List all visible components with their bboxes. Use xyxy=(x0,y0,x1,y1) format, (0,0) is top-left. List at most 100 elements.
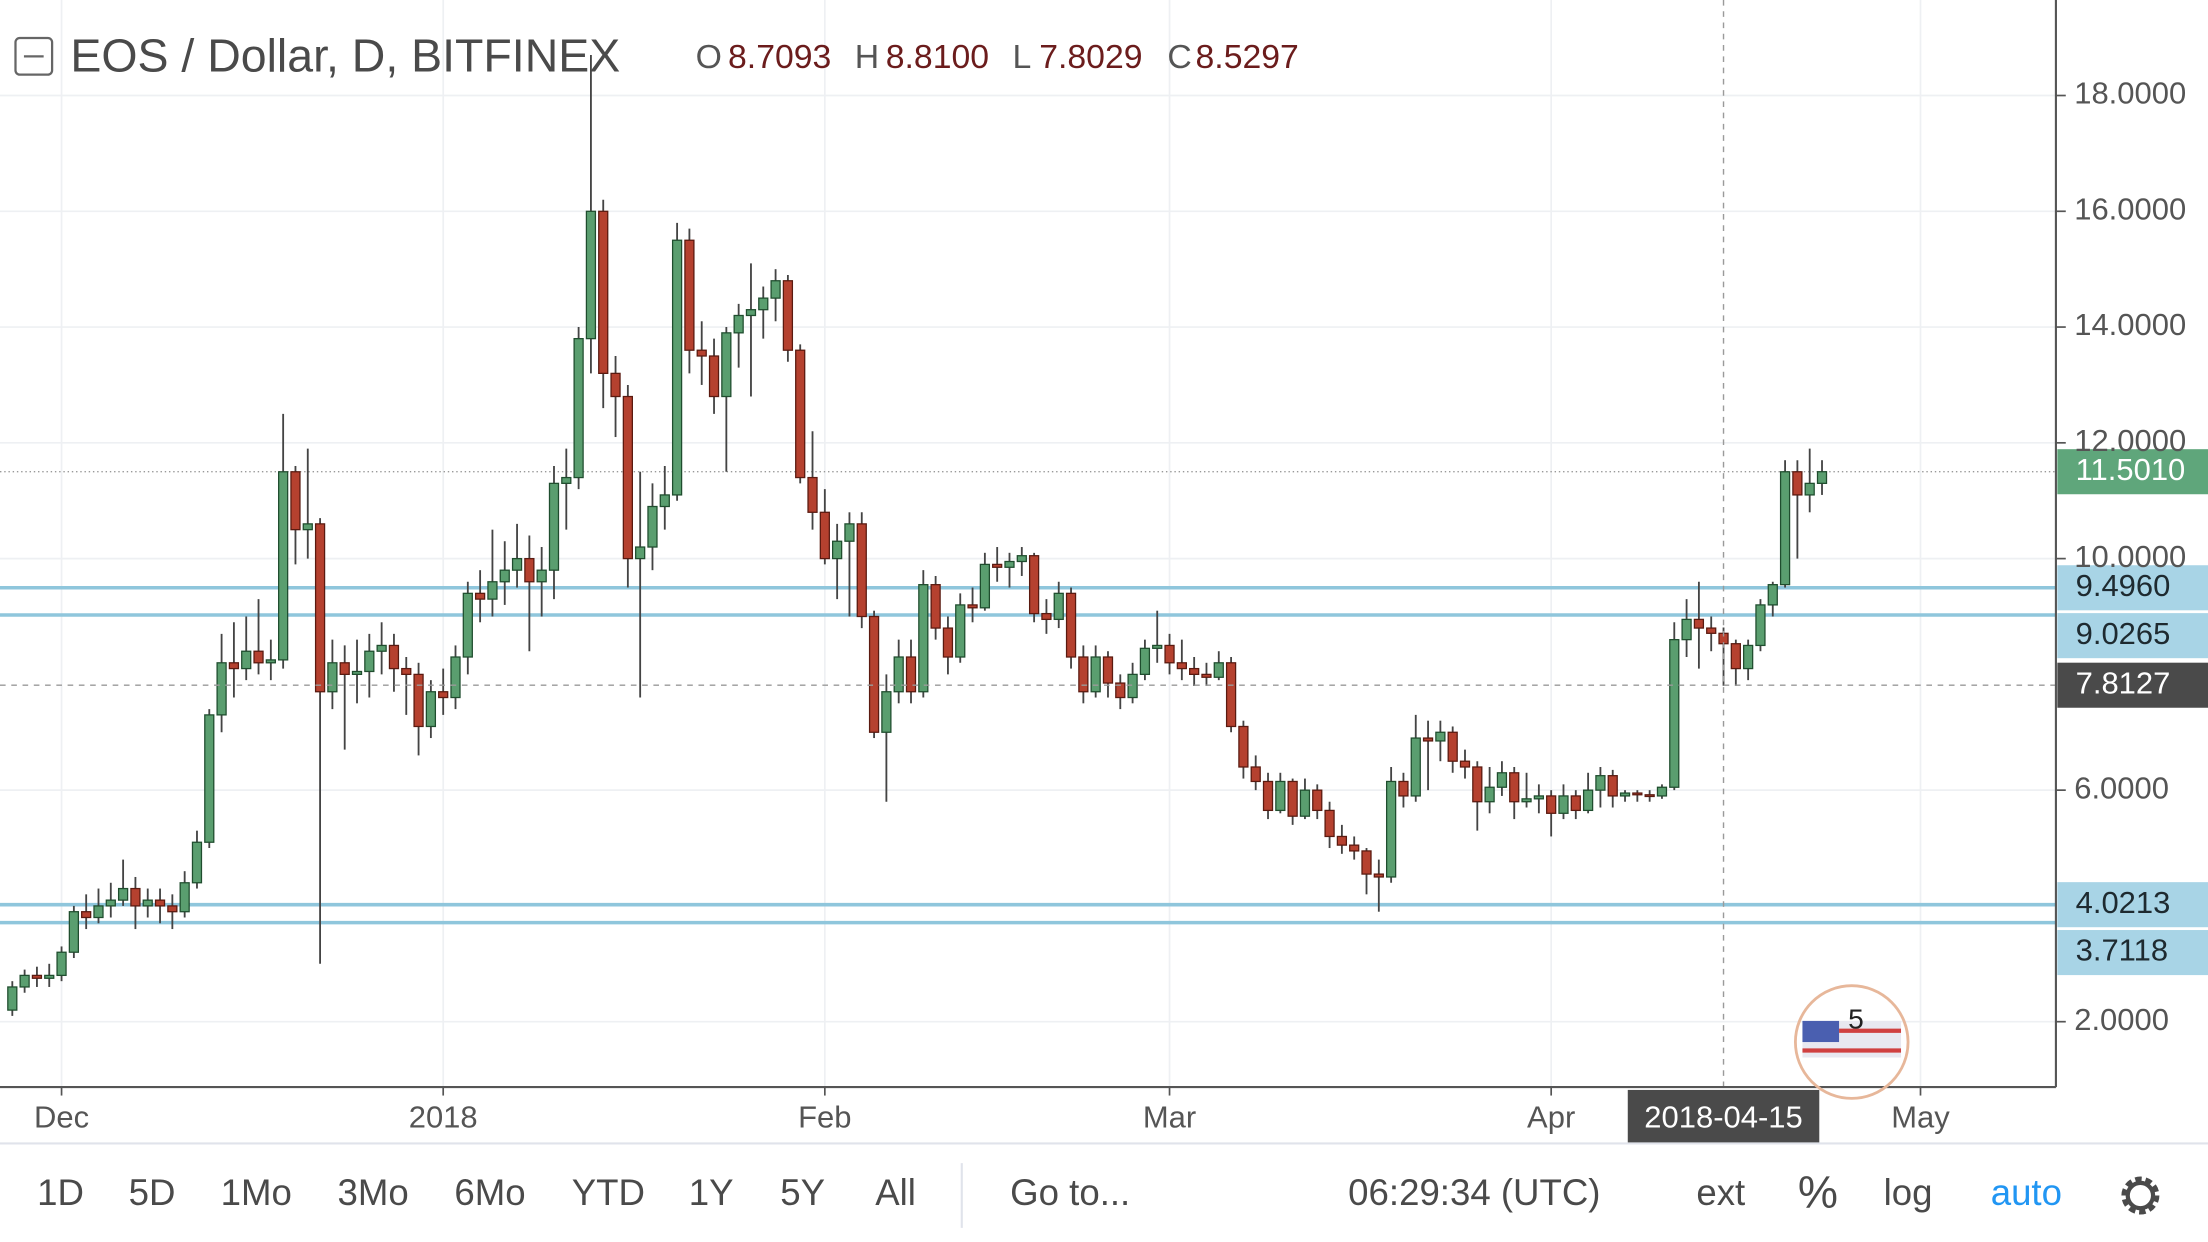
candle-body xyxy=(228,662,240,670)
levels xyxy=(0,471,2056,925)
candle-body xyxy=(696,349,707,357)
scale-option[interactable]: log xyxy=(1884,1172,1933,1213)
candle-body xyxy=(1262,780,1274,812)
candle-body xyxy=(795,349,806,479)
candle-body xyxy=(1102,656,1114,684)
level-label-box xyxy=(2057,930,2208,976)
candle-body xyxy=(782,280,794,351)
candle-body xyxy=(1324,809,1335,838)
candle-body xyxy=(536,569,547,583)
candle-body xyxy=(462,592,473,658)
candle-body xyxy=(1779,471,1791,586)
scale-option[interactable]: auto xyxy=(1991,1172,2062,1213)
candle-body xyxy=(1619,792,1631,797)
candle-body xyxy=(598,210,609,374)
candle-body xyxy=(1152,644,1163,649)
crosshair-date-label: 2018-04-15 xyxy=(1644,1100,1802,1135)
candle-body xyxy=(1533,795,1545,800)
candle-body xyxy=(1349,844,1360,852)
candle-body xyxy=(327,662,338,693)
settings-button[interactable] xyxy=(2121,1176,2160,1215)
gear-teeth xyxy=(2121,1176,2160,1215)
scale-option[interactable]: % xyxy=(1798,1166,1838,1217)
candle-body xyxy=(1816,471,1828,484)
level-label-box xyxy=(2057,565,2208,611)
candle-body xyxy=(807,476,818,513)
candle-body xyxy=(733,314,744,334)
candle-body xyxy=(167,905,178,913)
candle-body xyxy=(44,974,55,979)
candle-body xyxy=(241,650,252,670)
level-label: 4.0213 xyxy=(2076,885,2171,920)
overlay: 11.5010 9.4960 9.0265 7.8127 4.0213 3.7118 201… xyxy=(0,0,2208,1144)
range-button[interactable]: 5D xyxy=(129,1172,176,1213)
candle-body xyxy=(1435,731,1446,742)
candle-body xyxy=(647,505,658,548)
range-button[interactable]: 3Mo xyxy=(338,1172,409,1213)
goto-button[interactable]: Go to... xyxy=(1010,1172,1130,1213)
x-tick-label: Apr xyxy=(1527,1100,1575,1135)
candle-body xyxy=(339,662,350,676)
candle-body xyxy=(388,644,400,670)
candle-body xyxy=(942,627,954,658)
chart-title: EOS / Dollar, D, BITFINEX xyxy=(70,29,620,81)
candle-body xyxy=(191,841,203,884)
level-label: 3.7118 xyxy=(2076,933,2168,968)
x-tick-label: Mar xyxy=(1143,1100,1196,1135)
ohlc-key: H xyxy=(855,38,879,76)
candle-body xyxy=(708,355,720,398)
candle-body xyxy=(56,951,67,977)
candle-body xyxy=(1755,604,1766,647)
collapse-icon[interactable] xyxy=(14,36,54,76)
candle-body xyxy=(832,540,843,560)
candle-body xyxy=(979,563,991,609)
ohlc-key: C xyxy=(1167,38,1191,76)
range-button[interactable]: 6Mo xyxy=(454,1172,525,1213)
candle-body xyxy=(758,297,769,311)
range-button[interactable]: All xyxy=(875,1172,916,1213)
candle-body xyxy=(856,523,867,618)
candle-body xyxy=(1447,731,1458,762)
candles xyxy=(7,54,1828,1016)
range-button[interactable]: 1Y xyxy=(689,1172,734,1213)
candle-body xyxy=(881,691,892,733)
range-button[interactable]: YTD xyxy=(572,1172,645,1213)
last-price-label: 11.5010 xyxy=(2076,452,2186,487)
range-button[interactable]: 1D xyxy=(37,1172,84,1213)
ohlc-value: 8.8100 xyxy=(886,38,989,76)
gear-body xyxy=(2125,1180,2156,1211)
scale-option[interactable]: ext xyxy=(1696,1172,1745,1213)
y-tick-label: 10.0000 xyxy=(2074,539,2186,574)
candle-body xyxy=(1496,772,1508,788)
candle-body xyxy=(1681,618,1692,641)
candle-body xyxy=(721,332,732,398)
candle-body xyxy=(1669,639,1680,788)
candle-body xyxy=(1139,647,1151,676)
badge-ring xyxy=(1794,984,1910,1100)
candle-body xyxy=(610,372,621,398)
level-label: 9.4960 xyxy=(2076,568,2171,603)
candle-body xyxy=(1509,772,1520,803)
candle-body xyxy=(1189,667,1200,676)
range-button[interactable]: 5Y xyxy=(780,1172,825,1213)
candle-body xyxy=(1115,682,1126,699)
candle-body xyxy=(1607,775,1618,797)
candle-body xyxy=(425,691,437,728)
range-button[interactable]: 1Mo xyxy=(221,1172,292,1213)
candle-body xyxy=(1558,795,1569,814)
y-tick-label: 18.0000 xyxy=(2074,76,2186,111)
candle-body xyxy=(19,974,30,988)
candle-body xyxy=(7,986,18,1011)
x-tick-label: 2018 xyxy=(409,1100,478,1135)
candle-body xyxy=(105,899,116,907)
candle-body xyxy=(1767,584,1778,606)
candle-body xyxy=(930,584,941,629)
candle-body xyxy=(302,523,313,531)
y-tick-label: 14.0000 xyxy=(2074,307,2186,342)
candle-body xyxy=(154,899,166,907)
candle-body xyxy=(1164,644,1175,664)
candle-body xyxy=(992,563,1003,568)
ohlc-value: 7.8029 xyxy=(1039,38,1142,76)
candle-body xyxy=(1644,794,1655,798)
